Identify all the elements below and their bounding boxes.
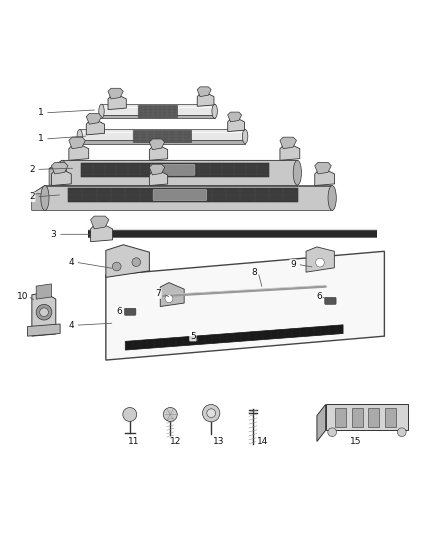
Polygon shape [49,160,297,168]
Polygon shape [106,245,149,277]
Polygon shape [315,163,331,174]
Circle shape [397,428,406,437]
Polygon shape [280,137,297,149]
Bar [368,408,379,427]
Polygon shape [86,121,105,135]
Ellipse shape [212,104,217,118]
FancyBboxPatch shape [124,308,136,315]
Ellipse shape [328,185,336,211]
Polygon shape [106,251,385,360]
Text: 7: 7 [155,289,161,298]
Text: 4: 4 [68,257,74,266]
Bar [352,408,363,427]
Polygon shape [108,96,126,110]
Polygon shape [69,137,85,149]
Polygon shape [228,112,242,122]
FancyBboxPatch shape [151,164,195,175]
Text: 2: 2 [29,192,35,201]
Ellipse shape [77,130,82,143]
Polygon shape [81,163,269,177]
Ellipse shape [242,130,248,143]
Polygon shape [91,216,109,229]
Polygon shape [91,225,113,241]
Circle shape [36,304,52,320]
Polygon shape [51,163,68,174]
Circle shape [202,405,220,422]
Ellipse shape [41,185,49,211]
Circle shape [163,408,177,422]
Circle shape [316,258,324,267]
Bar [335,408,346,427]
Polygon shape [51,171,71,185]
Text: 4: 4 [68,321,74,330]
Polygon shape [45,185,332,211]
Bar [385,408,396,427]
Polygon shape [317,405,325,441]
Polygon shape [32,185,332,194]
Polygon shape [197,87,211,96]
Polygon shape [325,405,408,430]
Polygon shape [80,130,245,140]
Polygon shape [36,284,51,299]
Text: 6: 6 [116,307,122,316]
Polygon shape [32,293,56,336]
Polygon shape [149,139,165,150]
Polygon shape [149,172,168,185]
Circle shape [113,262,121,271]
Polygon shape [138,105,177,117]
Polygon shape [102,115,215,118]
Text: 15: 15 [350,437,362,446]
Polygon shape [280,146,300,160]
Polygon shape [306,247,334,272]
Text: 9: 9 [290,260,296,269]
Polygon shape [68,188,298,202]
Text: 11: 11 [128,437,140,446]
Circle shape [40,308,48,317]
Text: 1: 1 [38,134,43,143]
Text: 12: 12 [170,437,181,446]
Polygon shape [149,147,168,160]
Polygon shape [160,282,184,306]
Polygon shape [315,171,335,185]
Polygon shape [28,324,60,336]
Polygon shape [102,104,215,115]
Polygon shape [228,119,244,132]
Text: 6: 6 [316,292,322,301]
Text: 2: 2 [29,165,35,174]
Polygon shape [149,164,165,175]
Circle shape [123,408,137,422]
Ellipse shape [99,104,104,118]
Circle shape [328,428,336,437]
Text: 8: 8 [251,268,257,277]
Polygon shape [80,140,245,143]
Ellipse shape [58,160,67,185]
Polygon shape [69,146,88,160]
Circle shape [165,295,173,303]
Polygon shape [62,160,297,185]
Text: 1: 1 [38,108,43,117]
FancyBboxPatch shape [153,190,207,200]
Polygon shape [108,88,123,99]
Polygon shape [125,325,343,350]
Polygon shape [32,185,45,211]
Polygon shape [197,94,214,107]
Ellipse shape [293,160,301,185]
Circle shape [132,258,141,266]
Text: 13: 13 [213,437,225,446]
FancyBboxPatch shape [325,297,336,304]
Text: 10: 10 [18,292,29,301]
Polygon shape [88,229,376,237]
Text: 14: 14 [257,437,268,446]
Polygon shape [133,131,191,142]
Circle shape [207,409,215,417]
Text: 3: 3 [51,230,57,239]
Polygon shape [86,114,102,124]
Text: 5: 5 [190,332,196,341]
Polygon shape [49,160,62,185]
